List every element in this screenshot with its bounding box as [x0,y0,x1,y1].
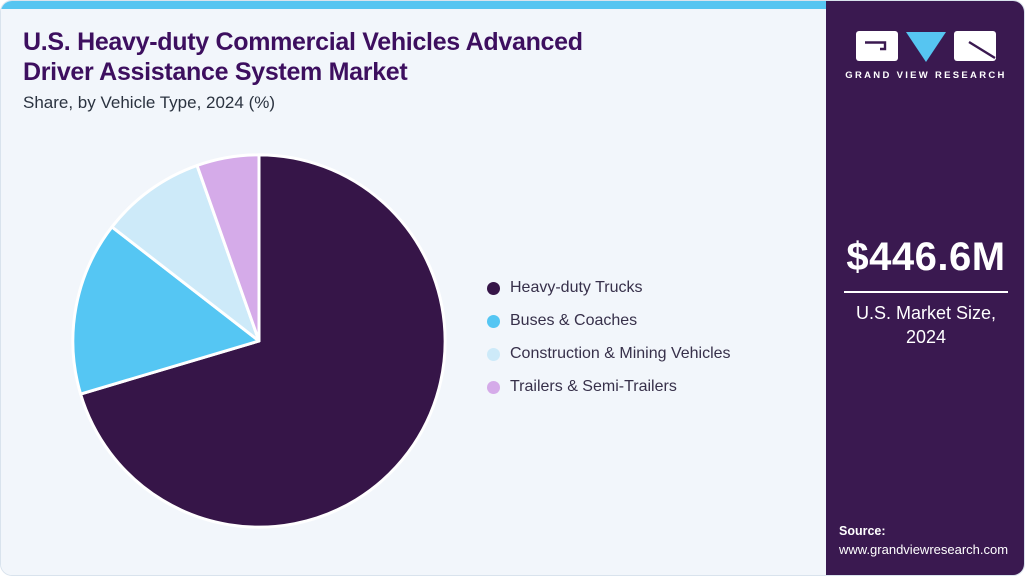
legend-item: Construction & Mining Vehicles [487,344,731,364]
source-url: www.grandviewresearch.com [839,542,1009,557]
pie-chart [71,153,447,529]
market-size-label: U.S. Market Size, 2024 [855,303,997,347]
legend-label: Heavy-duty Trucks [510,279,643,296]
legend-label: Buses & Coaches [510,312,638,329]
pie-slice-2 [71,225,261,396]
legend-item: Heavy-duty Trucks [487,278,731,298]
pie-slice-3 [110,164,261,343]
legend-item: Buses & Coaches [487,311,731,331]
legend-swatch-icon [487,314,500,328]
legend-label: Trailers & Semi-Trailers [510,378,677,395]
chart-subtitle: Share, by Vehicle Type, 2024 (%) [23,93,276,112]
legend-item: Trailers & Semi-Trailers [487,377,731,397]
legend-swatch-icon [487,281,500,295]
legend-label: Construction & Mining Vehicles [510,345,731,362]
legend-swatch-icon [487,380,500,394]
divider [844,291,1008,293]
sidebar: GRAND VIEW RESEARCH $446.6M U.S. Market … [826,1,1024,575]
chart-title-line1: U.S. Heavy-duty Commercial Vehicles Adva… [23,28,583,56]
accent-stripe [1,1,826,9]
brand-logo: GRAND VIEW RESEARCH [826,27,1024,81]
source-label: Source: [839,524,886,538]
pie-slice-1 [79,153,447,529]
pie-slice-4 [195,153,261,343]
brand-name: GRAND VIEW RESEARCH [845,70,1007,81]
chart-title: U.S. Heavy-duty Commercial Vehicles Adva… [23,27,583,87]
chart-panel: U.S. Heavy-duty Commercial Vehicles Adva… [1,1,826,575]
market-size-value: $446.6M [846,235,1006,279]
legend-swatch-icon [487,347,500,361]
legend: Heavy-duty Trucks Buses & Coaches Construc… [487,278,731,410]
gvr-logo-icon [856,31,996,62]
source-block: Source: www.grandviewresearch.com [839,522,1008,560]
chart-title-line2: Driver Assistance System Market [23,58,408,86]
market-size-block: $446.6M U.S. Market Size, 2024 [826,235,1024,349]
